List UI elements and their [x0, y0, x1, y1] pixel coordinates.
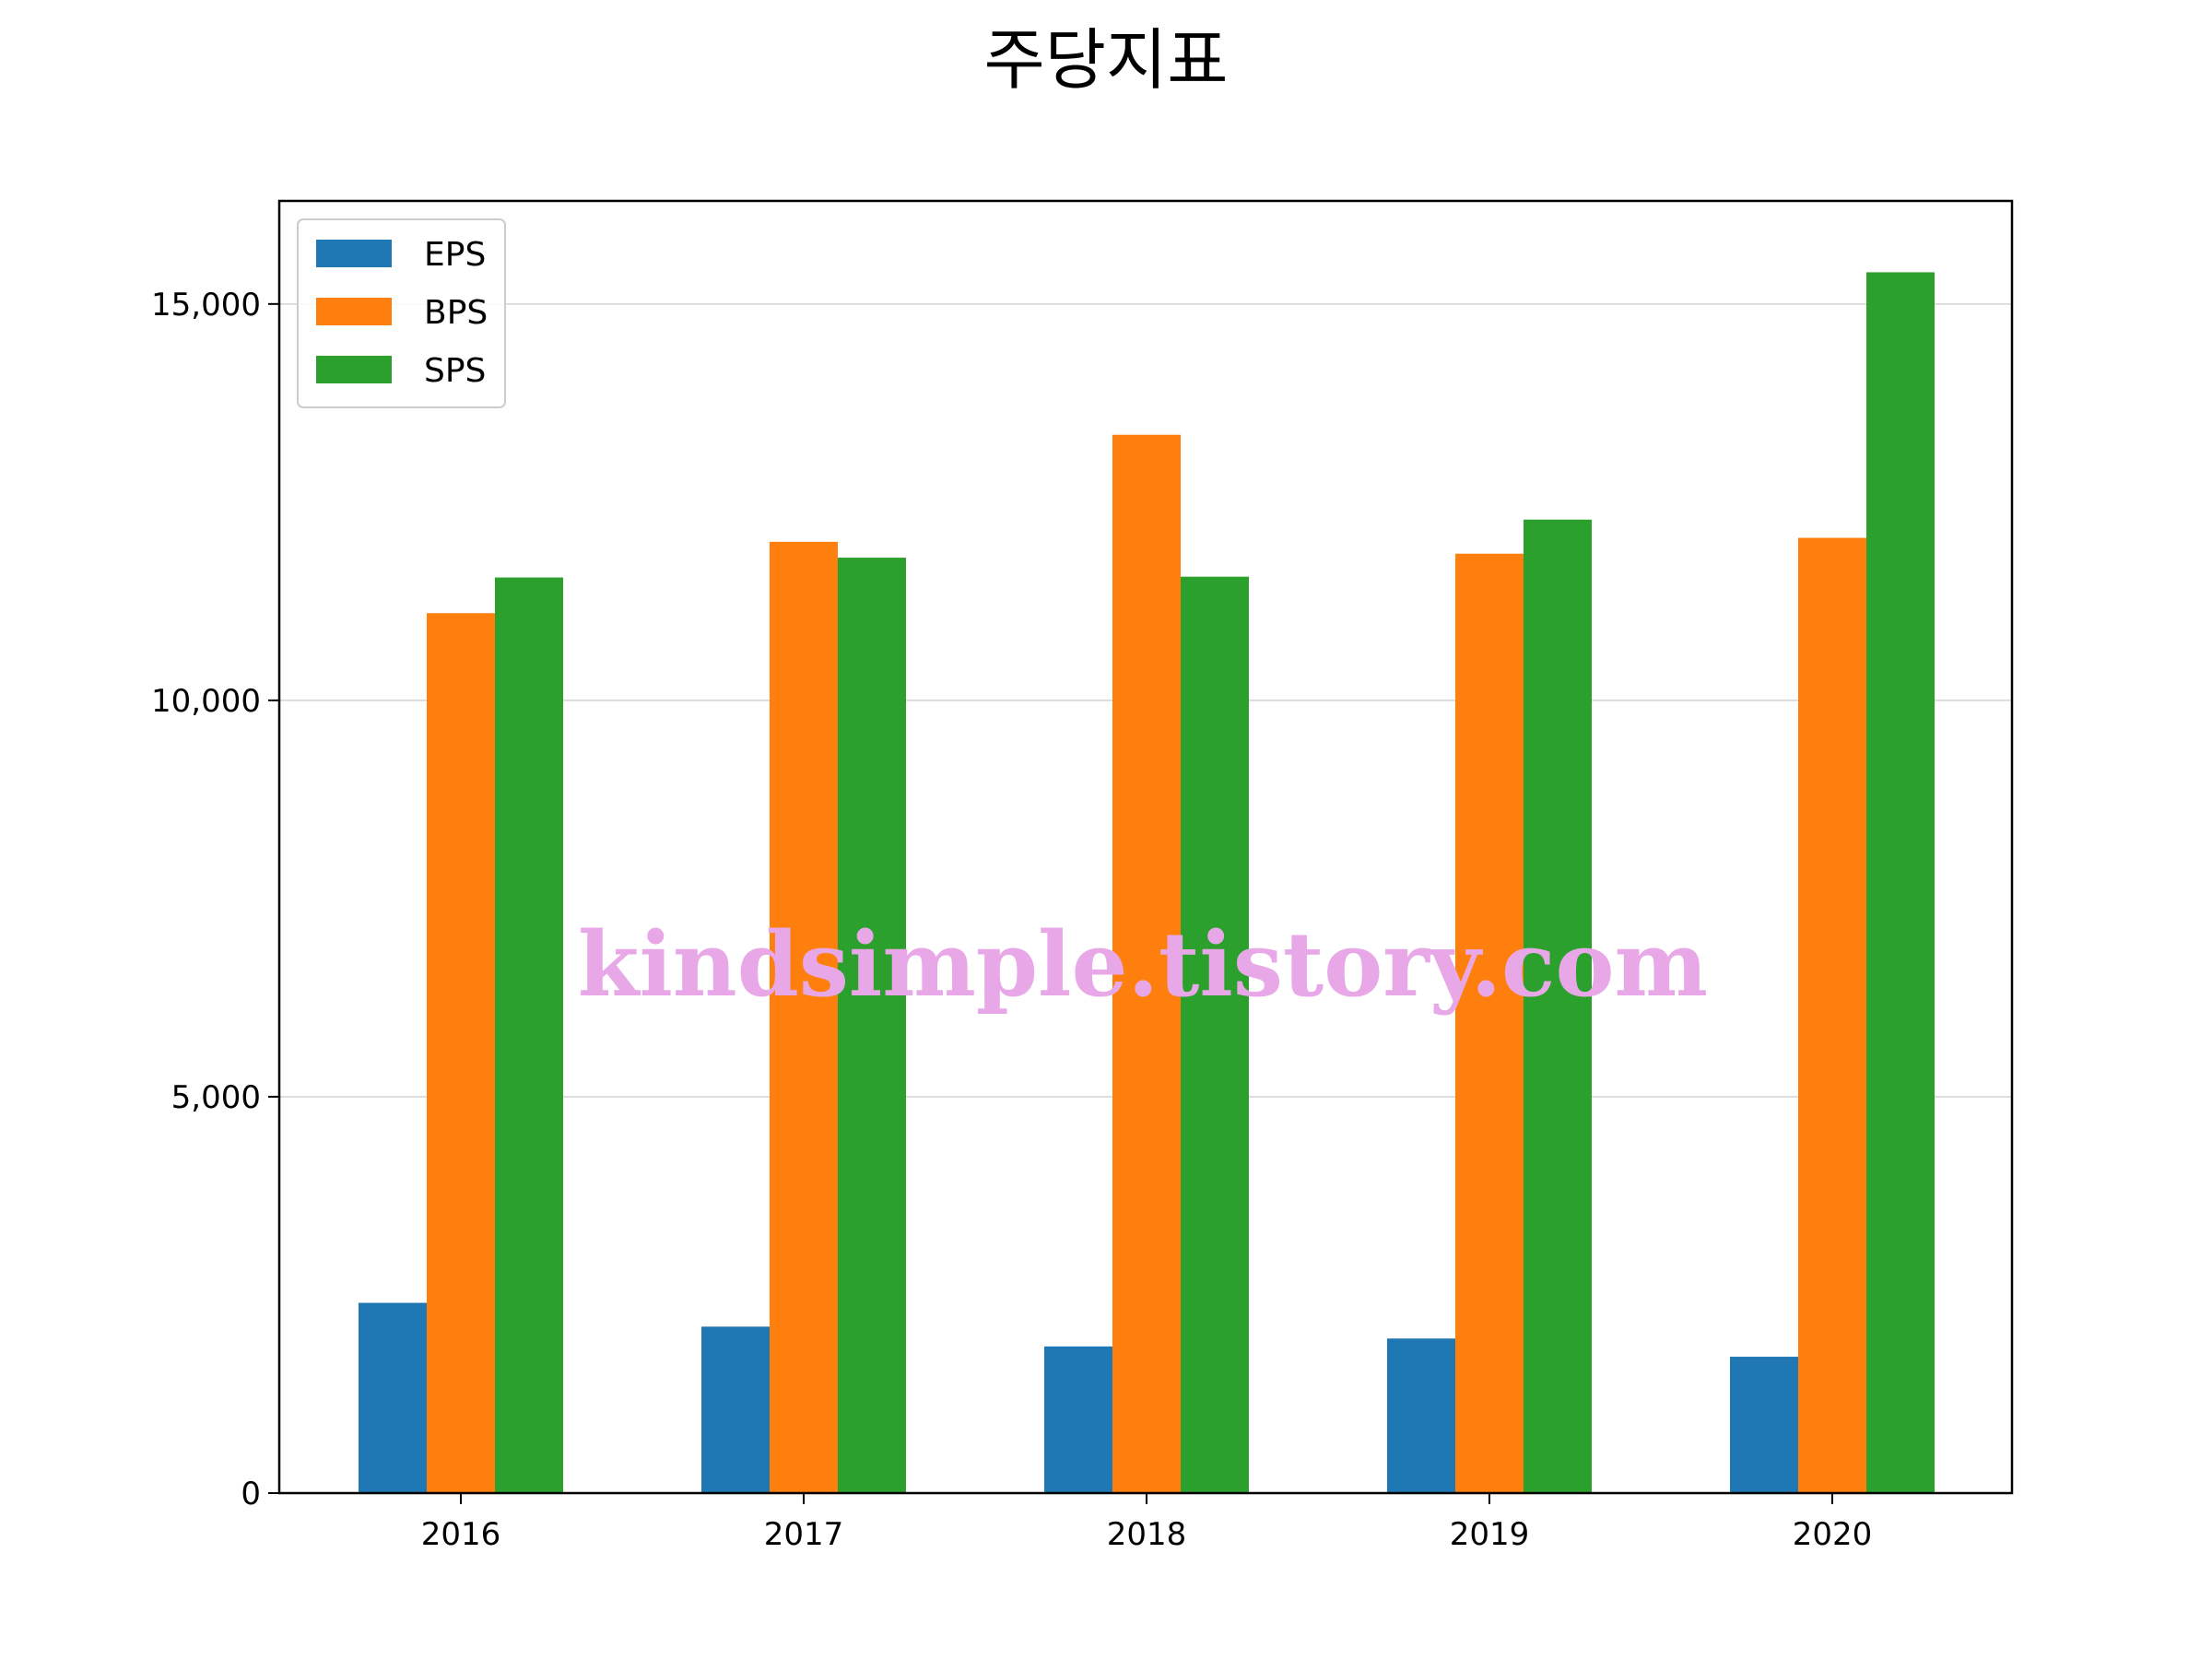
bar-eps-2016: [359, 1302, 427, 1493]
legend-swatch-sps: [316, 356, 392, 383]
bar-sps-2020: [1866, 272, 1935, 1494]
y-tick-label: 10,000: [151, 683, 261, 720]
y-tick-label: 5,000: [171, 1079, 261, 1116]
bar-bps-2016: [427, 613, 495, 1493]
legend-label-sps: SPS: [424, 352, 486, 390]
bars: [359, 272, 1935, 1494]
legend: EPS BPS SPS: [297, 218, 506, 408]
legend-label-eps: EPS: [424, 236, 486, 274]
bar-eps-2019: [1387, 1338, 1455, 1493]
bar-sps-2016: [495, 577, 563, 1493]
legend-label-bps: BPS: [424, 294, 488, 332]
x-tick-label: 2020: [1793, 1516, 1873, 1553]
x-tick-label: 2018: [1107, 1516, 1187, 1553]
y-axis: 0 5,000 10,000 15,000: [151, 287, 279, 1512]
x-tick-label: 2017: [764, 1516, 844, 1553]
bar-bps-2018: [1112, 434, 1181, 1493]
bar-sps-2019: [1524, 519, 1592, 1494]
bar-bps-2019: [1455, 553, 1524, 1493]
y-tick-label: 15,000: [151, 287, 261, 324]
watermark-text: kindsimple.tistory.com: [578, 912, 1708, 1017]
legend-swatch-bps: [316, 298, 392, 325]
chart-title: 주당지표: [984, 21, 1229, 99]
x-axis: 2016 2017 2018 2019 2020: [421, 1493, 1873, 1553]
bar-sps-2017: [838, 558, 906, 1493]
legend-swatch-eps: [316, 240, 392, 267]
bar-eps-2020: [1730, 1357, 1798, 1493]
bar-bps-2017: [770, 541, 838, 1493]
bar-bps-2020: [1798, 537, 1866, 1493]
x-tick-label: 2019: [1450, 1516, 1530, 1553]
bar-eps-2018: [1044, 1346, 1112, 1493]
x-tick-label: 2016: [421, 1516, 501, 1553]
bar-eps-2017: [701, 1326, 770, 1493]
y-tick-label: 0: [241, 1476, 261, 1512]
bar-sps-2018: [1181, 576, 1249, 1493]
